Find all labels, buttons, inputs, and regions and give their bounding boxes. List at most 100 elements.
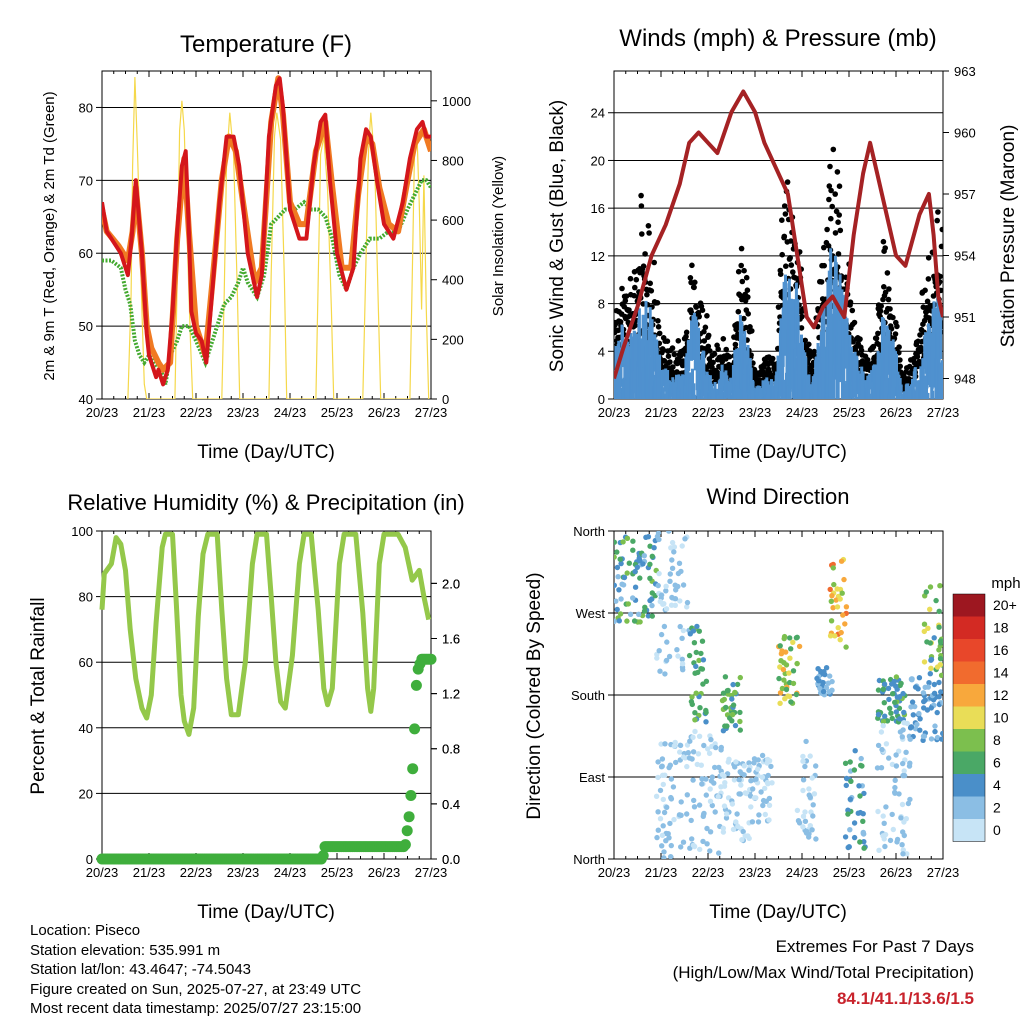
direction-point xyxy=(755,819,762,825)
direction-point xyxy=(934,734,941,741)
gust-point xyxy=(897,357,903,363)
x-tick-label: 27/23 xyxy=(415,405,448,420)
direction-point xyxy=(908,724,914,730)
direction-point xyxy=(839,590,845,596)
direction-point xyxy=(936,647,942,653)
direction-point xyxy=(936,694,942,700)
x-tick-label: 22/23 xyxy=(180,865,213,880)
y-tick-label: 4 xyxy=(598,344,605,359)
direction-point xyxy=(705,746,711,752)
y2-tick-label: 1.2 xyxy=(442,687,460,702)
direction-point xyxy=(860,829,866,836)
direction-point xyxy=(762,785,768,792)
direction-point xyxy=(663,606,670,612)
gust-point xyxy=(821,262,827,269)
direction-point xyxy=(679,656,685,662)
direction-point xyxy=(668,842,674,849)
gust-point xyxy=(884,270,891,276)
direction-point xyxy=(830,565,836,571)
y-tick-label: North xyxy=(573,852,605,867)
direction-point xyxy=(723,811,730,817)
direction-point xyxy=(892,777,898,783)
direction-point xyxy=(851,767,858,773)
recent-text: Most recent data timestamp: 2025/07/27 2… xyxy=(30,1000,362,1018)
direction-point xyxy=(679,543,685,549)
gust-point xyxy=(872,359,878,366)
direction-point xyxy=(701,742,707,749)
y-tick-label: 8 xyxy=(598,297,605,312)
gust-point xyxy=(925,254,932,261)
direction-point xyxy=(802,763,808,770)
gust-point xyxy=(924,308,930,315)
direction-point xyxy=(722,674,729,680)
direction-point xyxy=(715,793,721,800)
direction-point xyxy=(932,728,938,735)
direction-point xyxy=(707,798,714,804)
direction-point xyxy=(691,804,698,810)
y2-tick-label: 0 xyxy=(442,392,449,407)
direction-point xyxy=(841,576,847,583)
direction-point xyxy=(698,650,704,657)
gust-point xyxy=(825,243,832,249)
direction-point xyxy=(721,803,728,809)
direction-point xyxy=(900,760,906,767)
direction-point xyxy=(813,836,819,842)
gust-point xyxy=(711,351,718,357)
direction-point xyxy=(885,685,892,692)
direction-point xyxy=(737,769,743,775)
direction-point xyxy=(800,777,807,783)
direction-point xyxy=(759,752,766,759)
direction-point xyxy=(813,763,819,769)
gust-point xyxy=(886,286,892,292)
direction-point xyxy=(906,763,913,769)
gust-point xyxy=(645,223,652,229)
direction-point xyxy=(671,549,677,555)
direction-point xyxy=(829,593,835,599)
direction-point xyxy=(937,638,943,644)
direction-point xyxy=(663,588,669,594)
y2-tick-label: 0.8 xyxy=(442,742,460,757)
direction-point xyxy=(703,776,709,782)
direction-point xyxy=(677,742,684,749)
direction-point xyxy=(621,574,628,581)
direction-point xyxy=(690,734,696,740)
direction-point xyxy=(857,793,863,799)
colorbar-label: 18 xyxy=(993,620,1009,636)
direction-point xyxy=(768,763,774,770)
direction-point xyxy=(696,628,702,634)
colorbar-swatch xyxy=(953,684,985,707)
direction-point xyxy=(786,693,793,700)
gust-point xyxy=(890,314,896,321)
gust-point xyxy=(702,324,709,331)
direction-point xyxy=(858,762,864,769)
direction-point xyxy=(897,682,903,689)
direction-point xyxy=(842,834,849,840)
y2-tick-label: 0.0 xyxy=(442,852,460,867)
direction-point xyxy=(725,759,731,765)
wind-points xyxy=(614,248,943,399)
gust-point xyxy=(619,285,625,292)
direction-point xyxy=(899,801,906,808)
direction-point xyxy=(614,564,621,571)
direction-point xyxy=(671,816,677,823)
direction-point xyxy=(881,700,887,706)
direction-point xyxy=(810,802,816,808)
colorbar-title: mph xyxy=(991,575,1020,592)
direction-point xyxy=(887,837,894,844)
direction-point xyxy=(625,601,631,607)
solar-series xyxy=(127,76,430,399)
direction-point xyxy=(909,676,915,682)
x-tick-label: 22/23 xyxy=(692,405,725,420)
direction-point xyxy=(614,606,620,613)
direction-y-label: Direction (Colored By Speed) xyxy=(524,572,545,819)
gust-point xyxy=(897,363,903,370)
precip-points xyxy=(96,653,437,865)
x-tick-label: 25/23 xyxy=(833,405,866,420)
direction-point xyxy=(680,582,687,588)
temp2m-series xyxy=(102,76,431,387)
y2-tick-label: 200 xyxy=(442,332,464,347)
direction-point xyxy=(712,809,718,815)
gust-point xyxy=(732,341,739,348)
direction-point xyxy=(673,759,679,766)
direction-point xyxy=(655,582,661,589)
